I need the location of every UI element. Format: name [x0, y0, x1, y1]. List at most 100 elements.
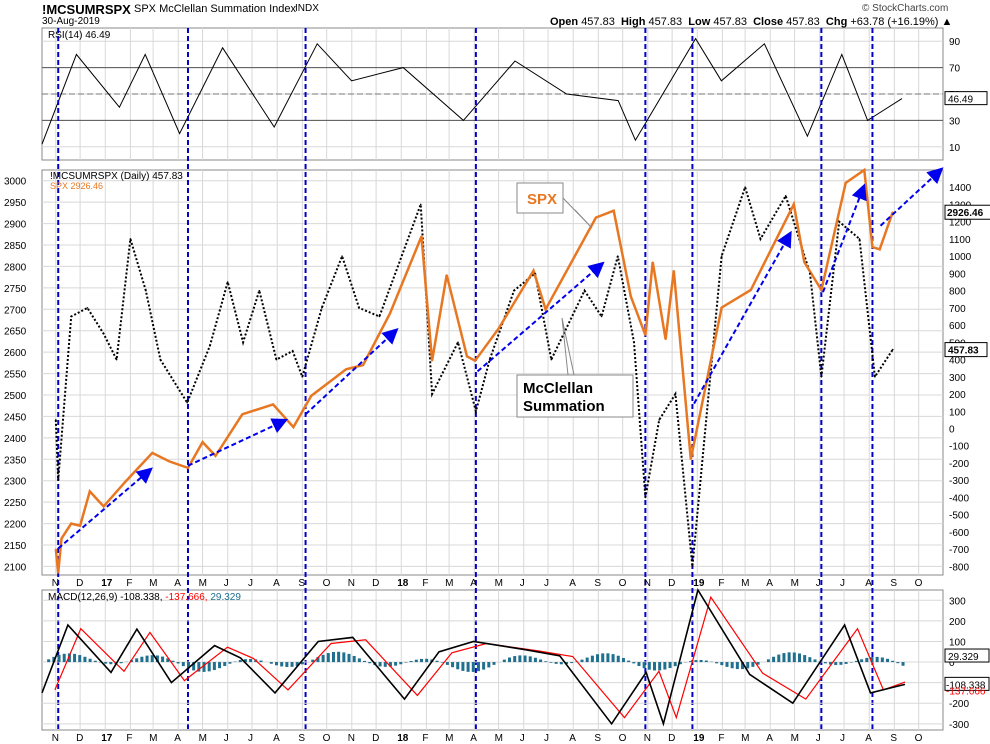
x-axis-label: N — [644, 578, 651, 589]
spx-callout-text: SPX — [527, 191, 557, 208]
macd-histogram-bar — [792, 652, 796, 663]
macd-histogram-bar — [47, 659, 51, 663]
spx-point — [79, 524, 81, 527]
macd-histogram-bar — [564, 662, 568, 665]
x-axis-label: M — [741, 578, 749, 589]
left-tick-label: 2750 — [4, 284, 27, 295]
macd-histogram-bar — [404, 662, 408, 663]
macd-histogram-bar — [445, 662, 449, 665]
macd-hist-badge-box — [944, 648, 990, 663]
macd-histogram-bar — [321, 654, 325, 663]
trend-arrow — [304, 327, 399, 416]
macd-badge-box — [944, 676, 990, 691]
summation-point — [226, 281, 229, 283]
right-tick-label: 1100 — [949, 235, 971, 246]
panel-frame-3 — [41, 589, 944, 731]
right-tick-label: 200 — [949, 390, 966, 401]
macd-histogram-bar — [699, 659, 703, 663]
macd-histogram-bar — [461, 662, 465, 671]
macd-histogram-bar — [533, 657, 537, 663]
spx-point — [844, 182, 847, 184]
summation-point — [691, 565, 694, 568]
summation-point — [744, 186, 746, 189]
macd-histogram-bar — [197, 662, 201, 672]
spx-callout-box — [516, 182, 564, 214]
macd-histogram-bar — [875, 656, 879, 663]
macd-histogram-bar — [228, 662, 232, 664]
spx-point — [54, 548, 57, 551]
macd-histogram-bar — [295, 662, 299, 666]
macd-histogram-bar — [212, 662, 216, 671]
mc-callout-line1: McClellan — [523, 380, 593, 397]
macd-histogram-bar — [456, 662, 460, 670]
summation-point — [891, 348, 894, 351]
macd-histogram-bar — [78, 655, 82, 663]
rsi-tick-label: 30 — [949, 116, 961, 127]
summation-point — [658, 419, 660, 421]
spx-point — [60, 537, 63, 540]
spx-point — [445, 274, 448, 276]
right-tick-label: -200 — [949, 459, 969, 470]
x-axis-label-bottom: 19 — [693, 733, 705, 744]
trend-arrow — [476, 261, 605, 373]
macd-histogram-bar — [218, 662, 222, 669]
summation-point — [159, 358, 162, 361]
summation-point — [759, 238, 762, 240]
chg-value: +63.78 (+16.19%) — [850, 16, 939, 28]
mc-callout-box — [516, 374, 634, 418]
left-tick-label: 2400 — [4, 434, 27, 445]
macd-histogram-bar — [735, 662, 739, 670]
summation-point — [70, 315, 72, 318]
macd-histogram-bar — [394, 662, 398, 666]
x-axis-label-bottom: N — [644, 733, 651, 744]
macd-histogram-bar — [466, 662, 470, 672]
macd-histogram-bar — [782, 653, 786, 663]
spx-legend: SPX 2926.46 — [50, 181, 103, 191]
trend-arrow — [879, 167, 944, 227]
macd-histogram-bar — [787, 652, 791, 663]
macd-histogram-bar — [223, 662, 227, 666]
left-tick-label: 2200 — [4, 520, 27, 531]
spx-point — [345, 368, 347, 371]
macd-histogram-bar — [150, 655, 154, 663]
x-axis-label-bottom: S — [890, 733, 897, 744]
macd-histogram-bar — [62, 653, 66, 663]
macd-histogram-bar — [849, 662, 853, 663]
macd-histogram-bar — [606, 653, 610, 663]
spx-point — [201, 441, 204, 443]
macd-histogram-bar — [803, 655, 807, 663]
macd-histogram-bar — [730, 662, 734, 669]
summation-point — [186, 401, 188, 404]
macd-histogram-bar — [363, 660, 367, 663]
x-axis-label-bottom: M — [741, 733, 749, 744]
macd-histogram-bar — [689, 660, 693, 663]
macd-histogram-bar — [482, 662, 486, 670]
macd-histogram-bar — [632, 662, 636, 664]
spx-point — [89, 490, 91, 493]
summation-point — [54, 419, 57, 421]
left-tick-label: 2650 — [4, 327, 27, 338]
spx-point — [664, 338, 667, 341]
macd-histogram-bar — [886, 658, 890, 663]
summation-point — [457, 341, 459, 344]
x-axis-label: M — [445, 578, 453, 589]
left-tick-label: 2450 — [4, 412, 27, 423]
spx-point — [497, 327, 500, 330]
x-axis-label-bottom: F — [422, 733, 428, 744]
trend-arrow — [822, 183, 867, 293]
rsi-badge-box — [944, 91, 988, 106]
left-tick-label: 2600 — [4, 348, 27, 359]
macd-histogram-bar — [518, 655, 522, 663]
macd-histogram-bar — [544, 661, 548, 663]
spx-callout-pointer — [562, 197, 593, 229]
x-axis-label: S — [594, 578, 601, 589]
macd-histogram-bar — [357, 658, 361, 663]
right-tick-label: 300 — [949, 373, 966, 384]
right-tick-label: -100 — [949, 442, 969, 453]
chart-name: SPX McClellan Summation Index — [134, 3, 297, 15]
x-axis-label: N — [52, 578, 59, 589]
macd-histogram-bar — [668, 662, 672, 669]
x-axis-label: A — [569, 578, 576, 589]
macd-histogram-bar — [368, 662, 372, 664]
macd-histogram-bar — [590, 655, 594, 663]
